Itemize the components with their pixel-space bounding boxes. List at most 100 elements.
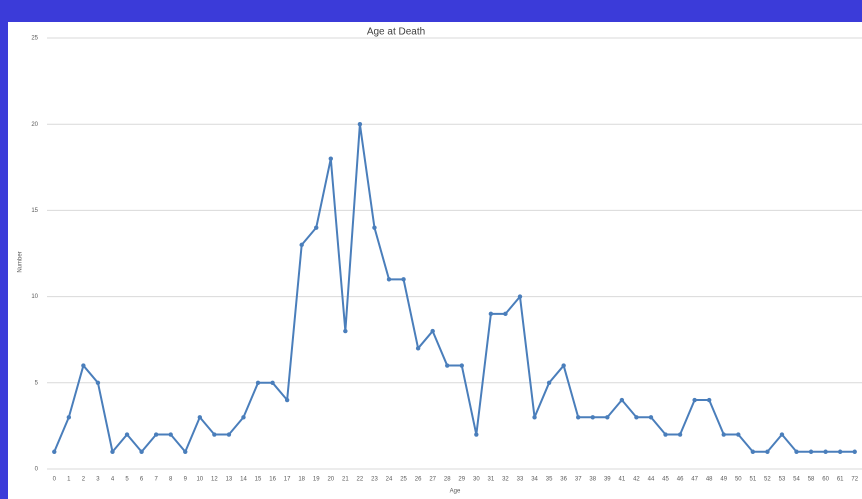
x-tick-label: 13 — [226, 477, 233, 483]
data-point — [124, 432, 130, 437]
data-point — [634, 415, 639, 420]
x-tick-label: 42 — [633, 477, 640, 483]
x-tick-label: 49 — [720, 477, 727, 483]
data-point — [401, 277, 406, 282]
data-point — [692, 397, 697, 403]
data-point — [226, 432, 232, 437]
data-point — [168, 432, 173, 437]
x-tick-label: 36 — [560, 477, 567, 483]
data-point — [721, 432, 726, 437]
x-tick-label: 50 — [735, 477, 742, 483]
data-point — [561, 363, 566, 368]
x-tick-label: 8 — [169, 477, 173, 483]
data-point — [779, 432, 785, 437]
data-point — [590, 415, 595, 420]
x-tick-label: 39 — [604, 477, 611, 483]
data-point — [532, 415, 537, 420]
y-tick-label: 5 — [35, 380, 39, 386]
x-tick-label: 26 — [415, 477, 422, 483]
x-tick-label: 33 — [517, 477, 524, 483]
data-point — [852, 449, 857, 454]
x-tick-label: 16 — [269, 477, 276, 483]
data-point — [794, 449, 799, 454]
y-tick-label: 0 — [35, 467, 39, 473]
data-point — [663, 432, 668, 437]
x-axis-label: Age — [450, 489, 461, 495]
x-tick-label: 35 — [546, 477, 553, 483]
data-point — [95, 380, 101, 385]
data-point — [808, 449, 814, 454]
chart-title: Age at Death — [367, 27, 425, 38]
x-tick-label: 53 — [779, 477, 786, 483]
data-point — [241, 415, 246, 420]
x-tick-label: 20 — [327, 477, 334, 483]
x-tick-label: 34 — [531, 477, 538, 483]
x-tick-label: 12 — [211, 477, 218, 483]
x-tick-label: 25 — [400, 477, 407, 483]
x-tick-label: 51 — [750, 477, 757, 483]
data-point — [372, 225, 377, 230]
x-tick-label: 10 — [196, 477, 203, 483]
data-point — [139, 449, 144, 454]
data-point — [270, 380, 275, 385]
x-tick-label: 44 — [648, 477, 655, 483]
data-point — [750, 449, 756, 454]
x-tick-label: 15 — [255, 477, 262, 483]
x-tick-label: 32 — [502, 477, 509, 483]
x-tick-label: 14 — [240, 477, 247, 483]
x-tick-label: 21 — [342, 477, 349, 483]
x-tick-label: 48 — [706, 477, 713, 483]
data-point — [837, 449, 843, 454]
x-tick-label: 38 — [589, 477, 596, 483]
data-point — [343, 328, 348, 334]
x-tick-label: 37 — [575, 477, 582, 483]
data-point — [314, 225, 319, 230]
chart-area — [8, 22, 862, 499]
x-tick-label: 0 — [53, 477, 57, 483]
y-tick-label: 20 — [31, 122, 38, 128]
data-point — [153, 432, 159, 437]
data-point — [430, 328, 435, 334]
x-tick-label: 24 — [386, 477, 393, 483]
data-point — [52, 449, 57, 454]
data-line — [53, 123, 855, 453]
x-tick-label: 31 — [488, 477, 495, 483]
data-point — [183, 449, 188, 454]
x-tick-label: 4 — [111, 477, 115, 483]
x-tick-label: 9 — [184, 477, 188, 483]
data-point — [445, 363, 450, 368]
data-point — [546, 380, 552, 385]
x-tick-label: 46 — [677, 477, 684, 483]
x-tick-label: 18 — [298, 477, 305, 483]
x-tick-label: 19 — [313, 477, 320, 483]
data-point — [255, 380, 261, 385]
data-point — [81, 363, 86, 368]
data-point — [576, 415, 581, 420]
data-point — [677, 432, 683, 437]
x-tick-label: 72 — [851, 477, 858, 483]
x-tick-label: 23 — [371, 477, 378, 483]
data-point — [386, 277, 392, 282]
data-point — [110, 449, 115, 454]
data-point — [197, 415, 203, 420]
x-tick-label: 29 — [458, 477, 465, 483]
data-point — [328, 156, 333, 161]
x-tick-label: 6 — [140, 477, 144, 483]
data-point — [415, 346, 421, 351]
x-tick-label: 58 — [808, 477, 815, 483]
data-point — [706, 397, 712, 403]
x-tick-label: 52 — [764, 477, 771, 483]
data-point — [357, 122, 363, 127]
data-point — [517, 294, 523, 299]
y-tick-label: 15 — [31, 208, 38, 214]
x-tick-label: 17 — [284, 477, 291, 483]
x-tick-label: 47 — [691, 477, 698, 483]
data-point — [459, 363, 464, 368]
x-tick-label: 41 — [619, 477, 626, 483]
x-tick-label: 54 — [793, 477, 800, 483]
x-tick-label: 22 — [357, 477, 364, 483]
x-tick-label: 27 — [429, 477, 436, 483]
x-tick-label: 45 — [662, 477, 669, 483]
x-tick-label: 61 — [837, 477, 844, 483]
